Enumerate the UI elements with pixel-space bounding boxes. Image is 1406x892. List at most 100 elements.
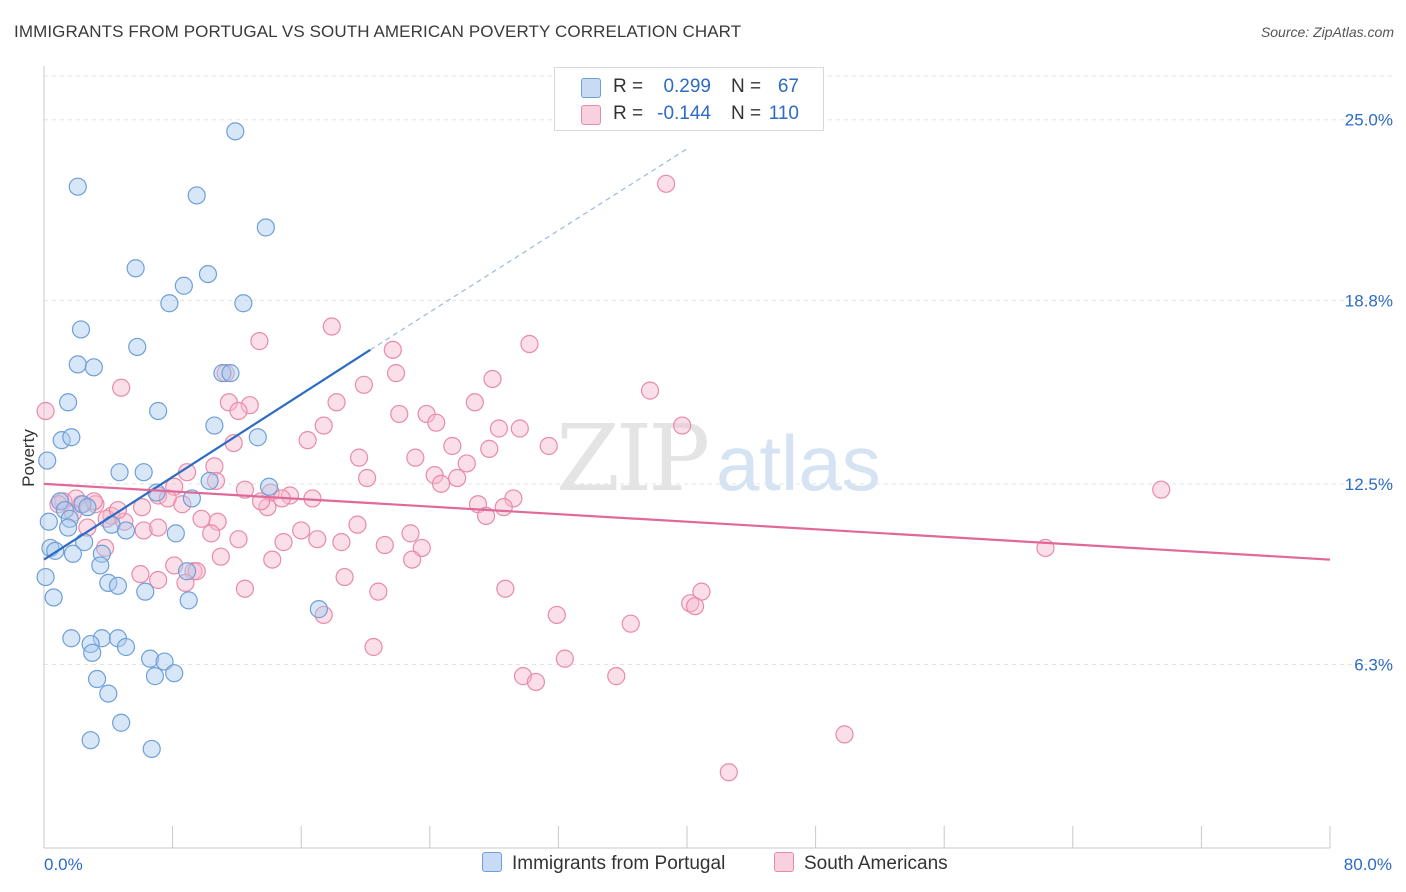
portugal-point: [309, 600, 328, 619]
portugal-point: [62, 428, 81, 447]
legend-item-south-americans[interactable]: South Americans: [774, 852, 948, 875]
south-americans-point: [448, 468, 467, 488]
portugal-point: [68, 355, 87, 374]
south-americans-point: [235, 480, 255, 499]
south-americans-point: [274, 533, 293, 552]
legend-label-south-americans: South Americans: [804, 853, 948, 874]
portugal-point: [136, 582, 155, 601]
south-americans-point: [149, 518, 168, 537]
south-americans-point: [520, 334, 539, 354]
south-americans-trend-line: [43, 482, 1331, 561]
portugal-point: [126, 259, 145, 278]
south-americans-point: [375, 535, 394, 555]
portugal-point: [108, 576, 128, 595]
watermark: ZIP atlas: [556, 405, 881, 512]
watermark-atlas: atlas: [716, 419, 881, 507]
portugal-point: [39, 512, 58, 531]
portugal-point: [187, 186, 206, 205]
portugal-point: [145, 667, 165, 686]
south-americans-point: [327, 393, 346, 412]
portugal-point: [78, 498, 97, 517]
south-americans-point: [314, 416, 333, 435]
south-americans-point: [192, 509, 211, 528]
series-immigrants-from-portugal: [36, 122, 328, 759]
south-americans-point: [719, 763, 738, 782]
portugal-point: [128, 337, 147, 357]
south-americans-point: [348, 515, 367, 534]
portugal-point: [71, 320, 91, 339]
r-label: R =: [613, 103, 644, 124]
south-americans-point: [457, 454, 476, 473]
south-americans-point: [112, 378, 131, 397]
south-americans-point: [332, 533, 351, 552]
south-americans-point: [427, 413, 446, 432]
south-americans-point: [494, 498, 513, 517]
portugal-point: [179, 591, 198, 610]
south-americans-swatch: [581, 105, 601, 125]
south-americans-point: [510, 419, 529, 438]
y-tick-label: 12.5%: [1345, 475, 1393, 494]
watermark-zip: ZIP: [556, 405, 707, 512]
y-axis-title: Poverty: [19, 429, 38, 487]
r-value: -0.144: [657, 103, 711, 124]
portugal-point: [182, 489, 201, 508]
portugal-point: [116, 521, 136, 540]
y-tick-label: 25.0%: [1345, 111, 1393, 130]
portugal-point: [142, 739, 161, 759]
r-label: R =: [613, 76, 644, 97]
south-americans-point: [657, 174, 676, 193]
portugal-legend-swatch: [482, 852, 502, 872]
south-americans-point: [364, 637, 383, 657]
portugal-point: [155, 652, 174, 671]
south-americans-point: [263, 550, 282, 569]
south-americans-point: [496, 579, 515, 598]
south-americans-point: [176, 573, 195, 592]
x-tick-label: 80.0%: [1344, 855, 1392, 874]
south-americans-point: [383, 340, 402, 359]
south-americans-point: [386, 364, 406, 383]
south-americans-point: [640, 381, 660, 400]
legend-label-portugal: Immigrants from Portugal: [512, 853, 726, 874]
south-americans-point: [349, 448, 369, 467]
axes: [43, 66, 1331, 849]
chart-title: IMMIGRANTS FROM PORTUGAL VS SOUTH AMERIC…: [14, 22, 742, 41]
portugal-point: [200, 471, 219, 491]
legend-item-portugal[interactable]: Immigrants from Portugal: [482, 852, 725, 875]
portugal-point: [92, 544, 111, 563]
south-americans-point: [526, 672, 545, 692]
south-americans-point: [1152, 480, 1171, 499]
south-americans-point: [480, 439, 499, 458]
south-americans-point: [401, 524, 420, 543]
south-americans-point: [95, 538, 115, 558]
south-americans-point: [443, 436, 462, 456]
portugal-point: [205, 416, 224, 435]
south-americans-point: [229, 401, 248, 421]
south-americans-point: [354, 375, 373, 394]
portugal-point: [44, 588, 63, 607]
portugal-trend-extension: [370, 148, 688, 351]
portugal-point: [38, 451, 57, 470]
south-americans-point: [235, 579, 255, 598]
n-label: N =: [731, 76, 762, 97]
south-americans-legend-swatch: [774, 852, 794, 872]
south-americans-point: [149, 570, 168, 590]
portugal-point: [140, 649, 160, 668]
portugal-point: [87, 669, 107, 689]
gridlines: [44, 75, 1392, 665]
south-americans-point: [412, 538, 431, 558]
south-americans-point: [369, 582, 388, 601]
south-americans-point: [685, 597, 705, 616]
portugal-point: [68, 177, 87, 196]
south-americans-point: [205, 457, 224, 476]
south-americans-point: [78, 518, 97, 537]
south-americans-point: [240, 396, 259, 415]
south-americans-point: [322, 317, 341, 336]
portugal-point: [55, 500, 74, 520]
portugal-point: [166, 524, 185, 543]
portugal-point: [91, 556, 110, 575]
portugal-point: [59, 393, 78, 412]
y-tick-label: 18.8%: [1345, 291, 1393, 310]
portugal-point: [112, 713, 131, 732]
portugal-point: [116, 637, 136, 657]
south-americans-point: [489, 419, 509, 438]
